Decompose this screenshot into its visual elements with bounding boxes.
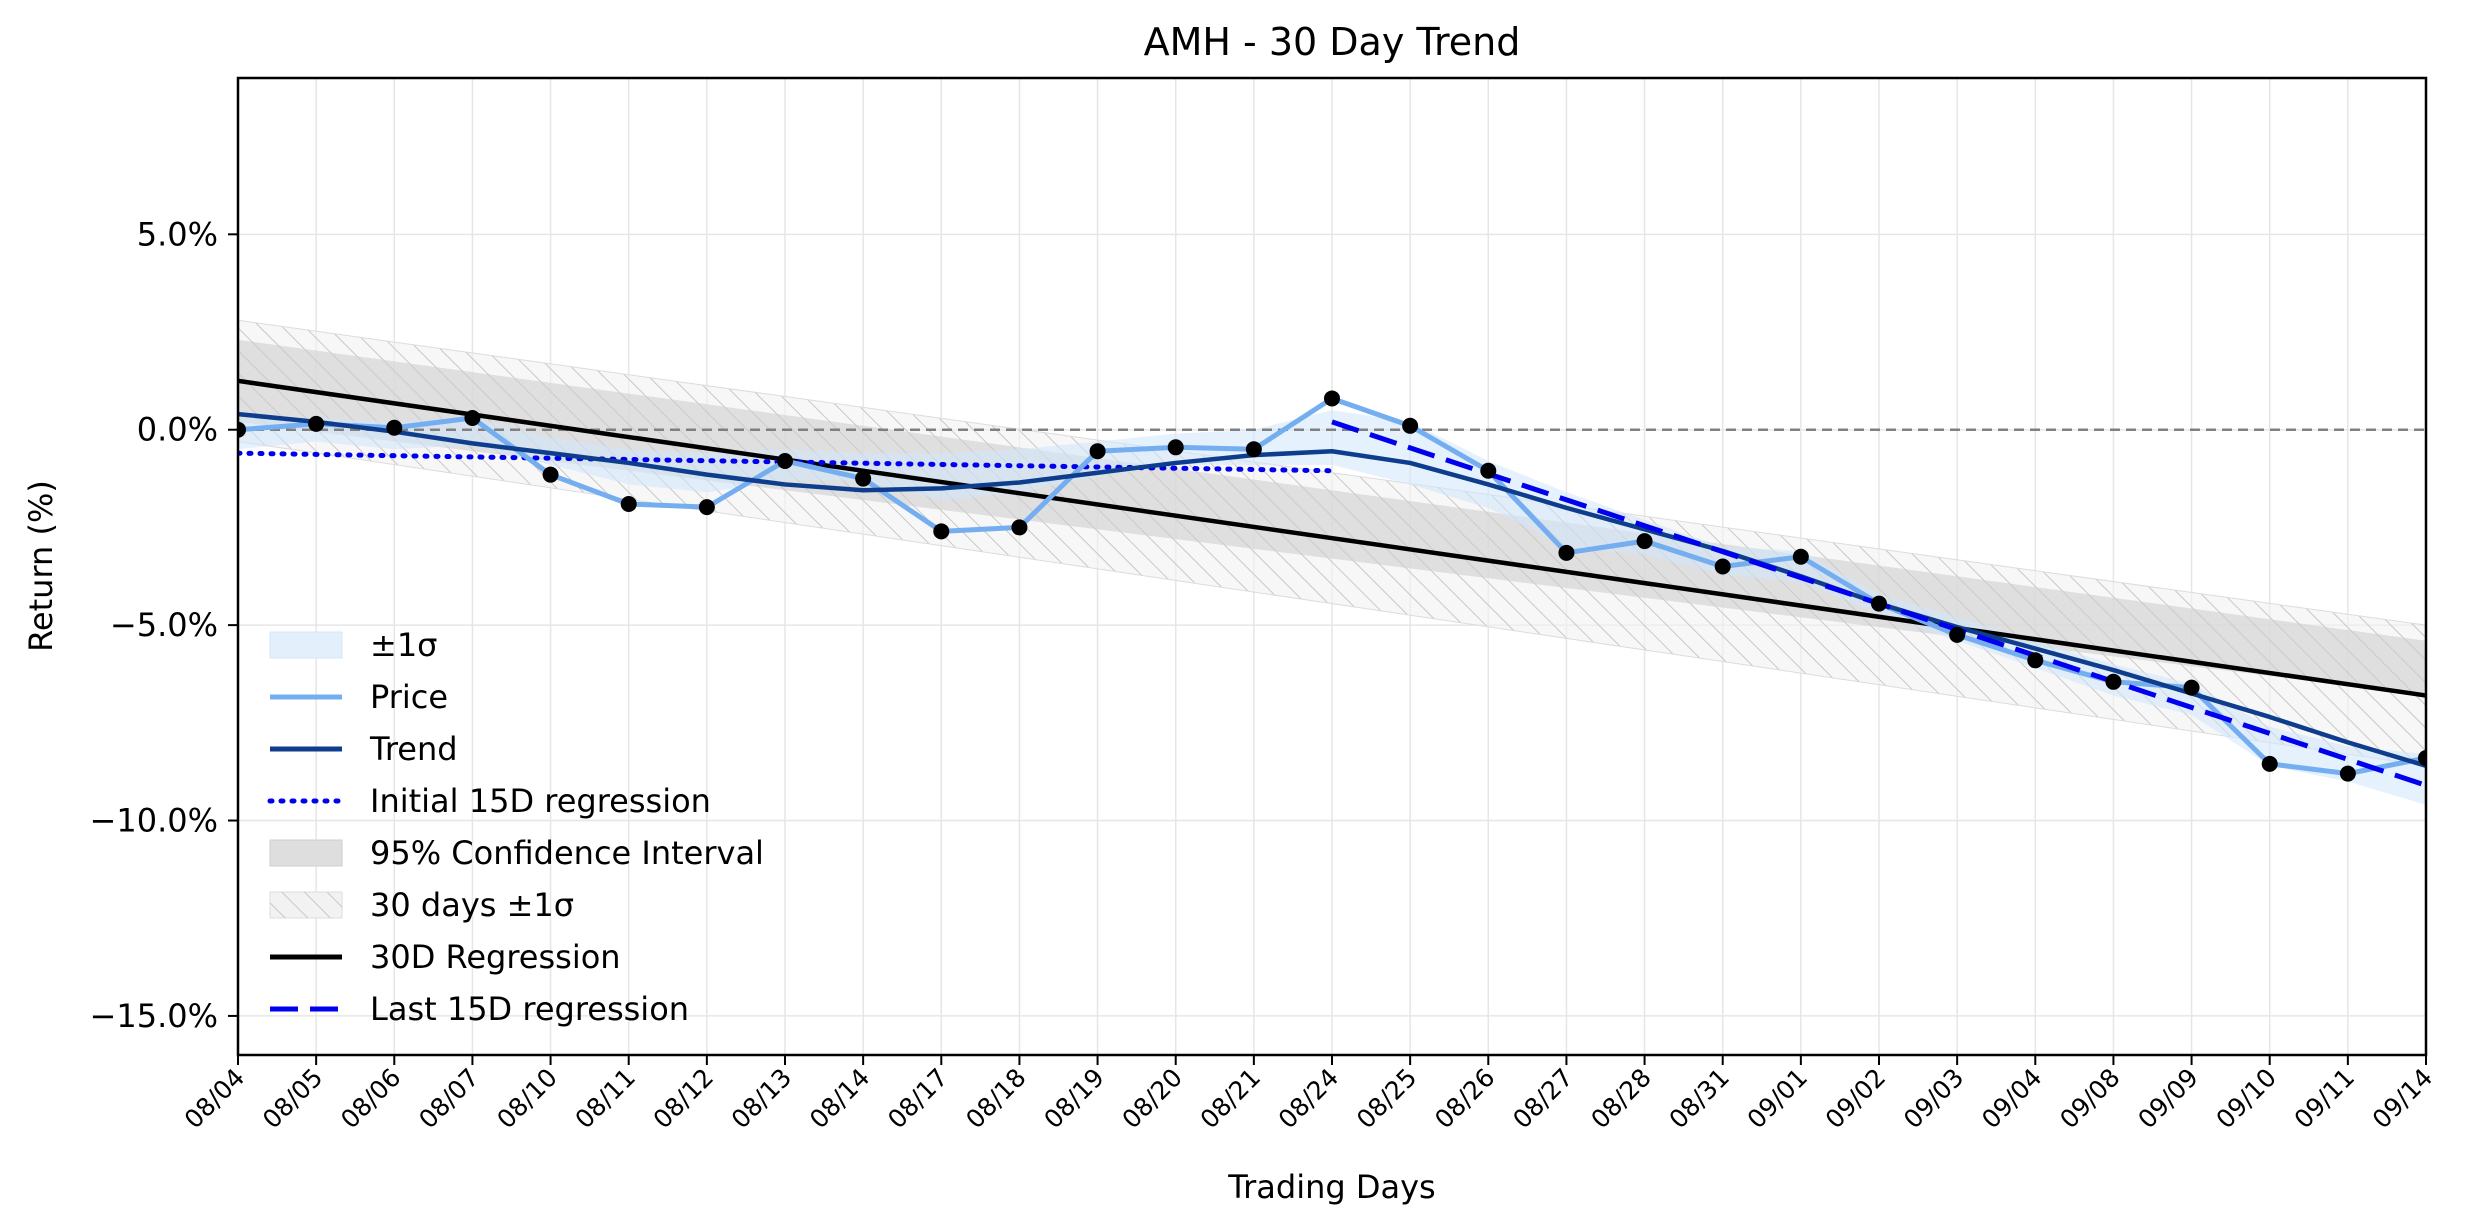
- price-point: [386, 419, 403, 436]
- legend-label: 95% Confidence Interval: [370, 834, 764, 872]
- price-point: [1011, 519, 1028, 536]
- x-tick-label: 08/05: [257, 1063, 328, 1134]
- x-tick-label: 08/26: [1429, 1063, 1500, 1134]
- x-tick-label: 08/10: [491, 1063, 562, 1134]
- y-tick-label: −10.0%: [90, 802, 218, 840]
- x-tick-label: 09/01: [1742, 1063, 1813, 1134]
- price-point: [1792, 548, 1809, 565]
- chart-title: AMH - 30 Day Trend: [1144, 20, 1521, 64]
- x-tick-label: 08/13: [726, 1063, 797, 1134]
- legend-swatch-30d-sigma-hatch: [270, 892, 342, 918]
- legend-label: Price: [370, 678, 448, 716]
- price-point: [2418, 749, 2426, 766]
- legend: ±1σ Price Trend Initial 15D regression 95% C…: [267, 626, 764, 1028]
- x-tick-label: 08/06: [335, 1063, 406, 1134]
- x-tick-label: 09/10: [2211, 1063, 2282, 1134]
- x-tick-label: 08/27: [1507, 1063, 1578, 1134]
- x-tick-label: 08/17: [882, 1063, 953, 1134]
- data-layer: [238, 319, 2426, 805]
- x-tick-label: 09/09: [2132, 1063, 2203, 1134]
- price-point: [2339, 765, 2356, 782]
- price-point: [1324, 390, 1340, 407]
- x-tick-label: 08/07: [413, 1063, 484, 1134]
- y-tick-label: 5.0%: [137, 215, 218, 253]
- price-point: [855, 470, 872, 487]
- x-tick-label: 08/24: [1273, 1063, 1344, 1134]
- x-tick-label: 08/31: [1664, 1063, 1735, 1134]
- x-tick-label: 08/25: [1351, 1063, 1422, 1134]
- legend-label: Trend: [369, 730, 458, 768]
- x-tick-label: 09/02: [1820, 1063, 1891, 1134]
- y-tick-label: −15.0%: [90, 997, 218, 1035]
- legend-label: Initial 15D regression: [370, 782, 711, 820]
- price-point: [464, 409, 481, 426]
- series-30d-regression-line: [238, 378, 2426, 698]
- price-point: [1402, 417, 1419, 434]
- x-tick-label: 08/21: [1195, 1063, 1266, 1134]
- y-tick-label: 0.0%: [137, 411, 218, 449]
- price-point: [542, 466, 559, 483]
- price-point: [1714, 558, 1731, 575]
- legend-label: Last 15D regression: [370, 990, 689, 1028]
- x-tick-label: 08/12: [648, 1063, 719, 1134]
- price-point: [933, 523, 950, 540]
- price-point: [2027, 652, 2044, 669]
- price-point: [1245, 441, 1262, 458]
- legend-swatch-95-ci: [269, 839, 343, 867]
- x-tick-label: 09/03: [1898, 1063, 1969, 1134]
- price-point: [620, 495, 637, 512]
- x-tick-label: 09/14: [2367, 1063, 2438, 1134]
- x-tick-label: 08/20: [1117, 1063, 1188, 1134]
- price-point: [1480, 462, 1497, 479]
- price-point: [2183, 679, 2200, 696]
- price-point: [1949, 626, 1966, 643]
- x-tick-label: 08/19: [1038, 1063, 1109, 1134]
- x-tick-label: 08/11: [570, 1063, 641, 1134]
- legend-label: ±1σ: [370, 626, 437, 664]
- y-axis-title: Return (%): [22, 480, 60, 652]
- price-point: [2261, 755, 2278, 772]
- price-point: [1558, 544, 1575, 561]
- x-tick-label: 08/04: [179, 1063, 250, 1134]
- price-point: [777, 452, 793, 469]
- x-tick-label: 08/18: [960, 1063, 1031, 1134]
- x-tick-label: 08/28: [1585, 1063, 1656, 1134]
- legend-label: 30 days ±1σ: [370, 886, 574, 924]
- x-tick-label: 09/08: [2054, 1063, 2125, 1134]
- series-trend-line: [238, 411, 2426, 768]
- price-point: [1636, 533, 1653, 550]
- y-tick-label: −5.0%: [110, 606, 218, 644]
- legend-swatch-1-sigma: [269, 631, 343, 659]
- price-point: [1167, 439, 1184, 456]
- legend-label: 30D Regression: [370, 938, 621, 976]
- price-point: [1871, 595, 1887, 612]
- price-point: [238, 421, 246, 438]
- price-point: [308, 415, 325, 432]
- price-point: [698, 499, 715, 516]
- price-point: [1089, 443, 1106, 460]
- x-tick-label: 09/04: [1976, 1063, 2047, 1134]
- x-axis-title: Trading Days: [1227, 1168, 1435, 1206]
- x-tick-label: 09/11: [2289, 1063, 2360, 1134]
- x-tick-label: 08/14: [804, 1063, 875, 1134]
- price-point: [2105, 673, 2122, 690]
